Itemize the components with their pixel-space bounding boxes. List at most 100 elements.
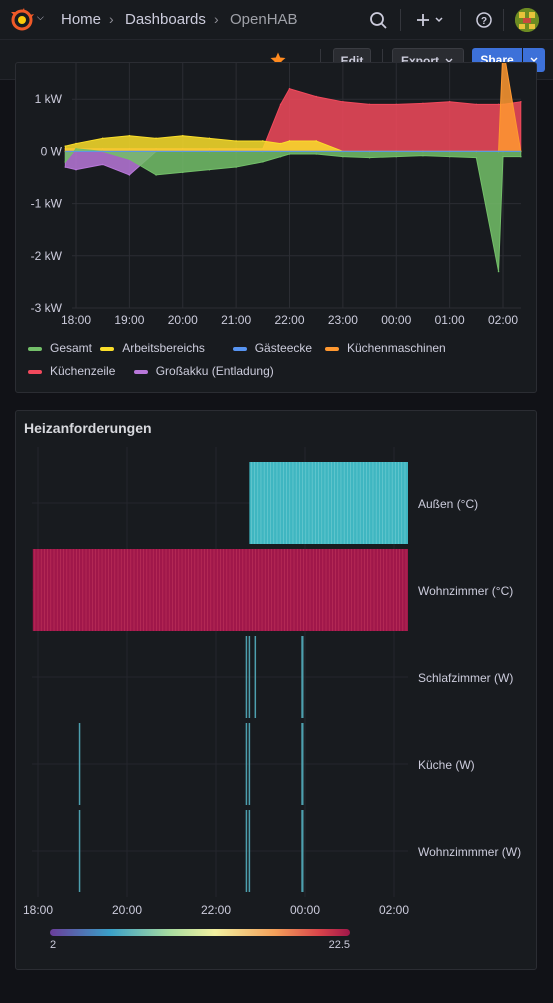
- data-point: [208, 137, 211, 140]
- x-tick-label: 19:00: [114, 313, 144, 327]
- scale-max-label: 22.5: [329, 939, 350, 951]
- x-tick-label: 20:00: [168, 313, 198, 327]
- heat-block: [245, 810, 248, 892]
- search-icon[interactable]: [368, 8, 388, 32]
- heat-demand-heatmap[interactable]: 18:00 20:00 22:00 00:00 02:00 Außen (°C) Wohnz…: [16, 447, 536, 967]
- add-menu-icon[interactable]: [414, 8, 446, 32]
- row-label: Wohnzimmer (°C): [418, 584, 513, 598]
- data-point: [279, 103, 282, 106]
- legend-item[interactable]: Küchenzeile: [28, 364, 115, 378]
- breadcrumb-home[interactable]: Home: [61, 11, 102, 28]
- chevron-down-icon[interactable]: ⌵: [37, 12, 44, 22]
- data-point: [288, 140, 291, 142]
- svg-text:?: ?: [481, 16, 487, 27]
- divider: [460, 9, 461, 31]
- data-point: [288, 153, 291, 155]
- data-point: [315, 95, 317, 98]
- legend-item[interactable]: Großakku (Entladung): [133, 364, 274, 378]
- data-point: [519, 155, 522, 158]
- data-point: [235, 166, 237, 168]
- y-tick-label: 1 kW: [35, 92, 63, 106]
- data-point: [448, 101, 451, 103]
- heat-block: [245, 723, 248, 805]
- data-point: [128, 158, 131, 161]
- data-point: [288, 87, 291, 90]
- heat-block: [301, 810, 304, 892]
- data-point: [315, 153, 317, 155]
- row-label: Küche (W): [418, 758, 475, 772]
- legend-swatch: [232, 346, 247, 351]
- legend-item[interactable]: Gesamt: [28, 341, 92, 355]
- data-point: [208, 168, 211, 171]
- series-area: [64, 148, 522, 272]
- data-point: [475, 156, 478, 159]
- legend-label: Küchenzeile: [50, 364, 116, 378]
- data-point: [497, 103, 500, 106]
- legend-swatch: [28, 369, 42, 374]
- divider: [503, 9, 504, 31]
- y-tick-label: -1 kW: [31, 197, 63, 211]
- legend-label: Gesamt: [50, 341, 93, 355]
- legend-item[interactable]: Gästeecke: [232, 341, 312, 355]
- data-point: [342, 155, 344, 158]
- data-point: [64, 166, 67, 168]
- data-point: [519, 101, 522, 103]
- chevron-down-icon: [530, 57, 538, 62]
- data-point: [342, 101, 344, 103]
- grafana-logo-icon[interactable]: [10, 8, 34, 32]
- y-tick-label: -3 kW: [31, 301, 63, 315]
- data-point: [64, 145, 67, 147]
- legend-item[interactable]: Küchenmaschinen: [325, 341, 446, 355]
- avatar[interactable]: [515, 8, 539, 32]
- data-point: [101, 137, 104, 140]
- data-point: [368, 156, 371, 159]
- data-point: [422, 154, 424, 157]
- x-tick-label: 20:00: [112, 903, 142, 917]
- x-tick-label: 02:00: [488, 313, 518, 327]
- data-point: [262, 140, 264, 142]
- legend-swatch: [100, 346, 115, 351]
- legend-swatch: [325, 346, 339, 351]
- heat-block: [248, 723, 251, 805]
- data-point: [128, 174, 131, 176]
- divider: [382, 49, 383, 71]
- top-nav-bar: ⌵ Home › Dashboards › OpenHAB ?: [0, 0, 553, 40]
- x-tick-label: 23:00: [328, 313, 358, 327]
- legend-label: Küchenmaschinen: [347, 341, 446, 355]
- data-point: [155, 174, 157, 176]
- chevron-right-icon: ›: [214, 11, 219, 27]
- data-point: [315, 140, 317, 142]
- x-tick-label: 02:00: [379, 903, 409, 917]
- legend-swatch: [133, 369, 148, 374]
- heizanforderungen-panel: Heizanforderungen 18:00 20:00 22:00 00:00 02…: [15, 410, 537, 970]
- x-tick-label: 18:00: [61, 313, 91, 327]
- data-point: [475, 103, 478, 106]
- data-point: [497, 270, 500, 273]
- data-point: [101, 163, 104, 166]
- breadcrumb-dashboards[interactable]: Dashboards: [125, 11, 206, 28]
- data-point: [279, 142, 282, 145]
- data-point: [262, 161, 264, 163]
- scale-min-label: 2: [50, 939, 56, 951]
- heat-block: [248, 810, 251, 892]
- x-tick-label: 00:00: [290, 903, 320, 917]
- data-point: [395, 155, 398, 158]
- legend-item[interactable]: Arbeitsbereichs: [100, 341, 205, 355]
- data-point: [181, 171, 184, 174]
- help-icon[interactable]: ?: [474, 8, 494, 32]
- y-tick-label: 0 W: [41, 144, 63, 158]
- data-point: [181, 134, 184, 137]
- row-label: Schlafzimmer (W): [418, 671, 513, 685]
- divider: [400, 9, 401, 31]
- chevron-right-icon: ›: [109, 11, 114, 27]
- breadcrumb-current: OpenHAB: [230, 11, 298, 28]
- data-point: [448, 155, 451, 158]
- panel-title: Heizanforderungen: [24, 420, 152, 436]
- heat-block: [254, 636, 257, 718]
- data-point: [75, 168, 77, 171]
- heat-block: [301, 636, 304, 718]
- x-tick-label: 18:00: [23, 903, 53, 917]
- data-point: [502, 155, 504, 158]
- x-tick-label: 01:00: [435, 313, 465, 327]
